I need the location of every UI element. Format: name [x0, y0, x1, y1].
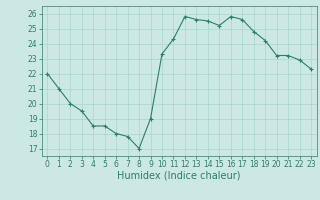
X-axis label: Humidex (Indice chaleur): Humidex (Indice chaleur) [117, 171, 241, 181]
